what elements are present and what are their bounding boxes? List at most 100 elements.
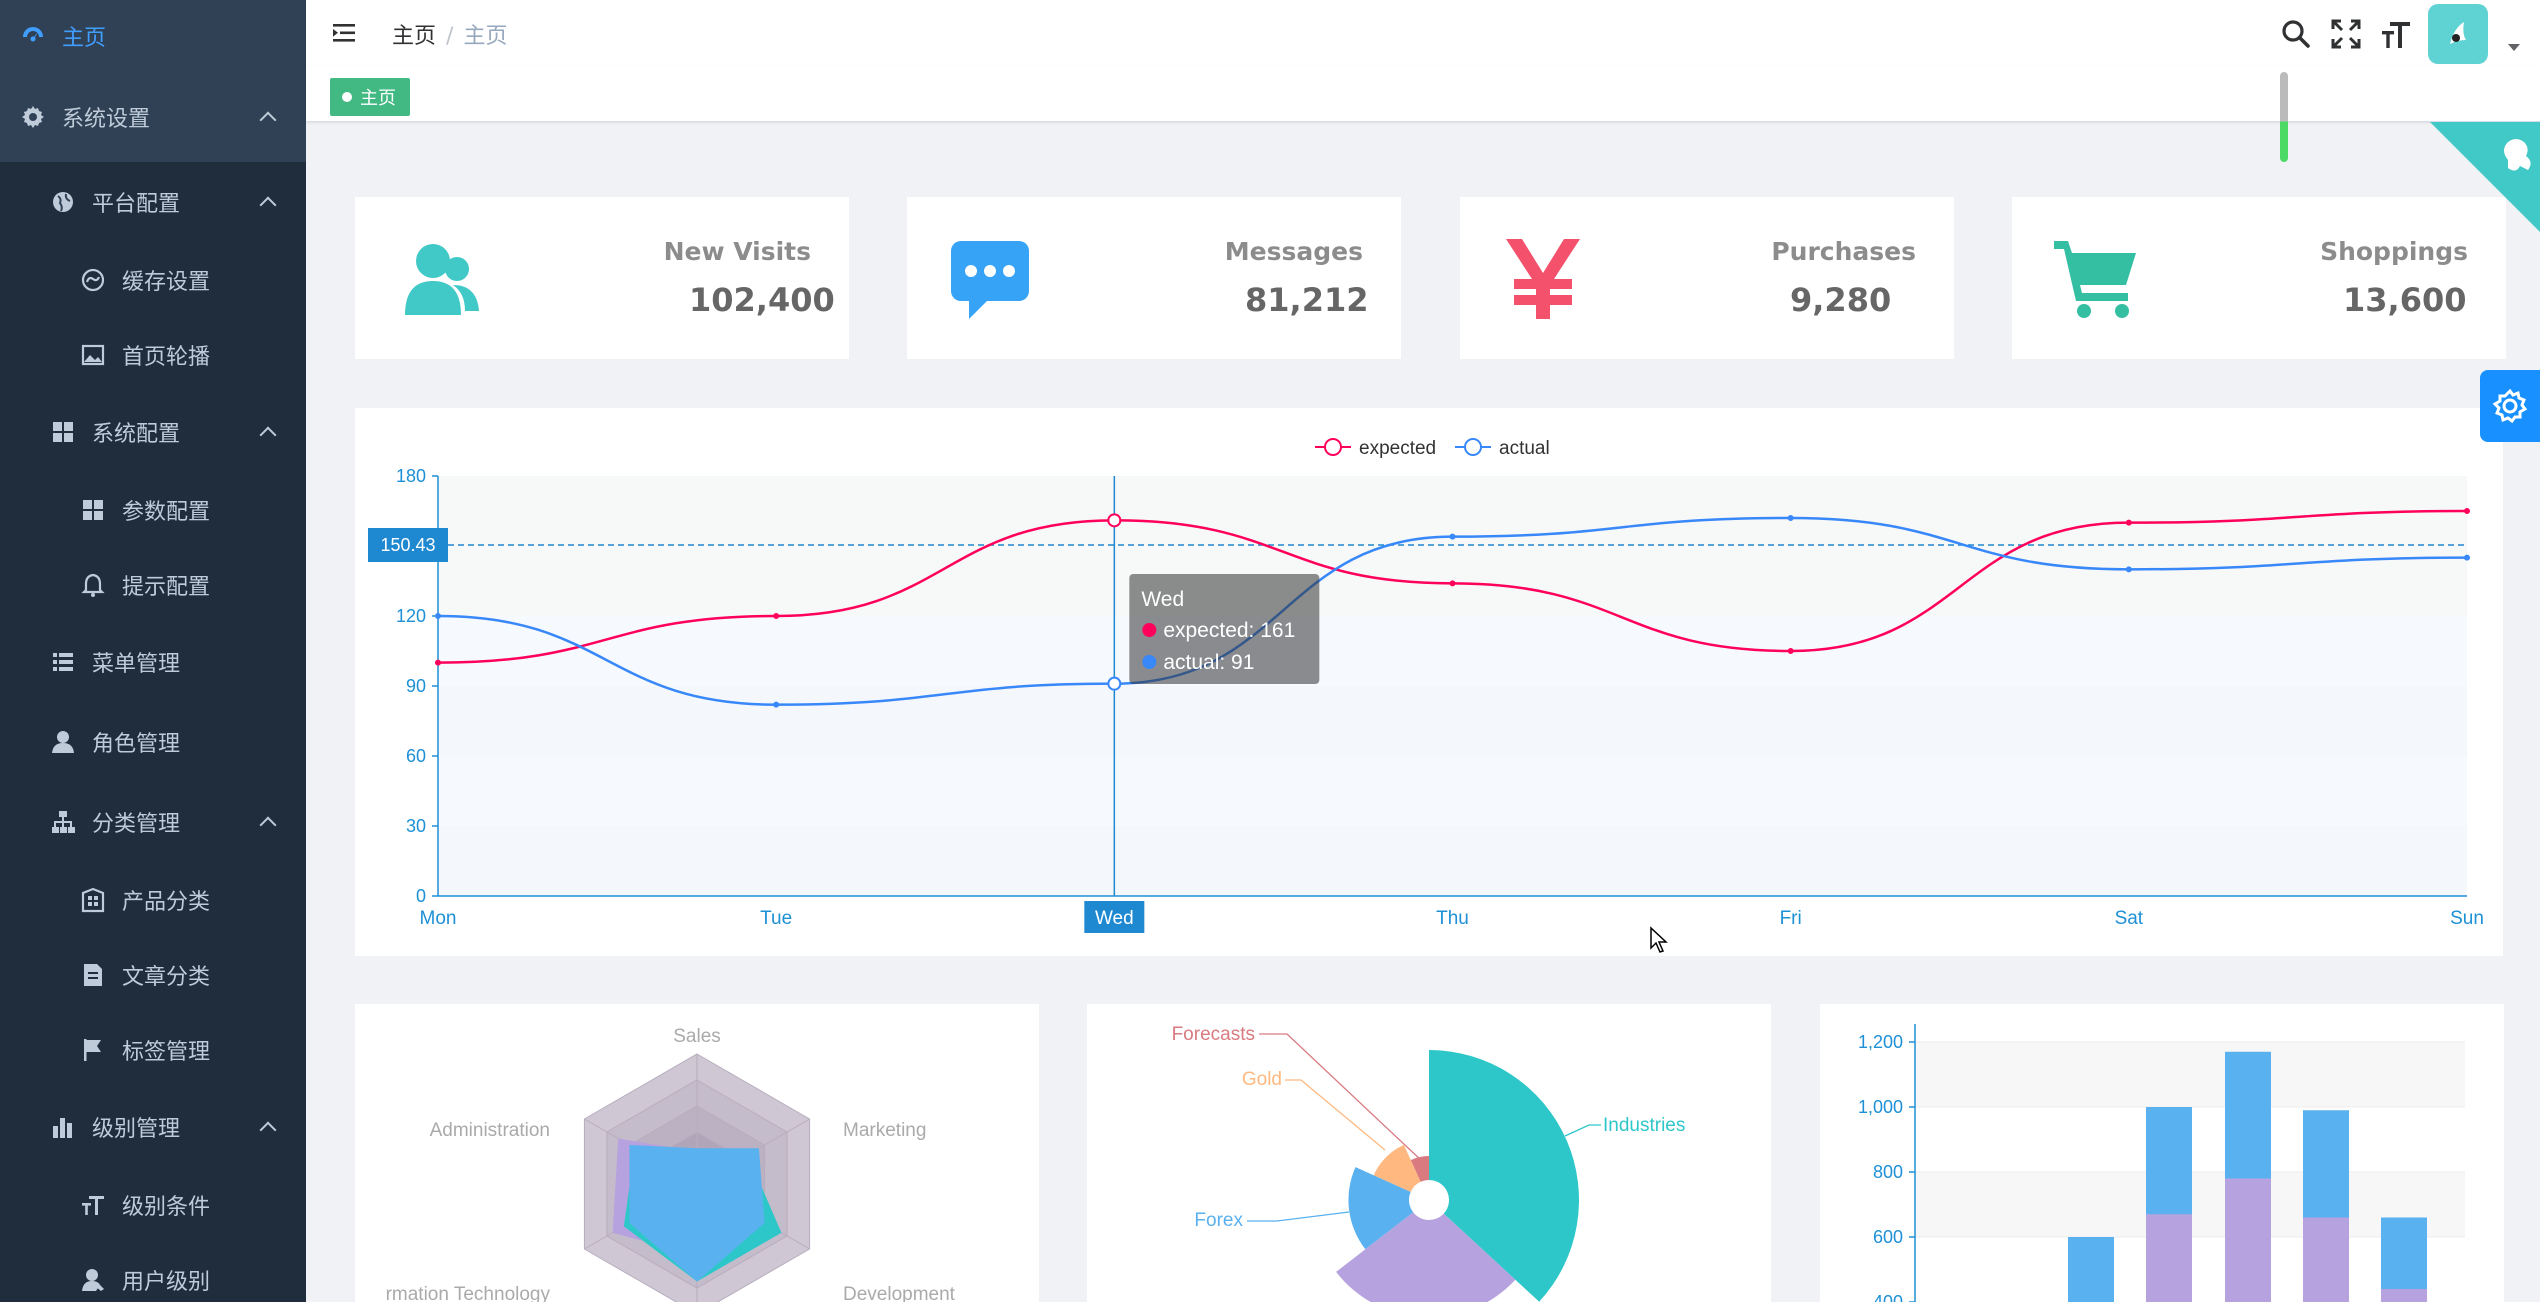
chevron-up-icon — [259, 426, 277, 444]
pie-label: Industries — [1603, 1115, 1685, 1136]
radar-chart[interactable]: Sales Administration Marketing rmation Tech… — [355, 1004, 1039, 1302]
pie-slice-forecasts — [1410, 1156, 1429, 1182]
avatar-icon — [2450, 22, 2466, 44]
sidebar-item-2[interactable]: 平台配置 — [0, 162, 306, 242]
pie-label: Forex — [1194, 1210, 1243, 1231]
sidebar-item-7[interactable]: 提示配置 — [0, 547, 306, 622]
chart-grid-band — [438, 616, 2467, 686]
github-corner-icon[interactable] — [2430, 122, 2540, 232]
data-point-expected — [2125, 519, 2132, 526]
y-crosshair-label: 150.43 — [380, 535, 435, 555]
x-tick-label: Thu — [1436, 908, 1469, 929]
caret-down-icon[interactable] — [2508, 44, 2520, 51]
data-point-expected — [773, 613, 780, 619]
gear-icon — [2492, 388, 2528, 424]
y-tick-label: 90 — [406, 676, 426, 696]
sidebar-item-label: 标签管理 — [122, 1039, 211, 1065]
document-icon — [80, 962, 106, 988]
pie-label-line — [1285, 1079, 1386, 1151]
sidebar-item-1[interactable]: 系统设置 — [0, 72, 306, 162]
tag-home[interactable]: 主页 — [330, 78, 410, 116]
sidebar-item-label: 用户级别 — [122, 1269, 211, 1295]
sidebar-item-label: 缓存设置 — [122, 269, 211, 295]
y-tick-label: 120 — [396, 606, 426, 626]
stat-card-value: 81,212 — [1245, 281, 1369, 319]
stat-card-value: 9,280 — [1790, 281, 1892, 319]
chevron-up-icon — [259, 196, 277, 214]
avatar[interactable] — [2428, 4, 2488, 64]
sidebar-item-0[interactable]: 主页 — [0, 0, 306, 72]
bar-y-tick-label: 1,200 — [1858, 1032, 1903, 1052]
tree-icon — [50, 809, 76, 835]
breadcrumb-item[interactable]: 主页 — [392, 24, 437, 49]
tooltip-line: actual: 91 — [1163, 651, 1254, 674]
sidebar-item-12[interactable]: 文章分类 — [0, 937, 306, 1012]
sidebar-item-label: 角色管理 — [92, 732, 181, 757]
sidebar-item-4[interactable]: 首页轮播 — [0, 317, 306, 392]
stat-card-purchases[interactable]: Purchases 9,280 — [1460, 197, 1954, 359]
stat-card-messages[interactable]: Messages 81,212 — [907, 197, 1401, 359]
user-level-icon — [80, 1267, 106, 1293]
search-icon[interactable] — [2280, 18, 2312, 50]
settings-button[interactable] — [2480, 370, 2540, 442]
sidebar-item-label: 级别管理 — [92, 1117, 181, 1142]
chevron-up-icon — [259, 816, 277, 834]
hamburger-icon[interactable] — [332, 20, 358, 46]
sidebar-item-11[interactable]: 产品分类 — [0, 862, 306, 937]
sidebar-item-15[interactable]: 级别条件 — [0, 1167, 306, 1242]
chart-grid-band — [438, 476, 2467, 616]
bar-grid-band — [1915, 1042, 2465, 1107]
radar-indicator-label: Administration — [430, 1120, 550, 1141]
sidebar-item-13[interactable]: 标签管理 — [0, 1012, 306, 1087]
message-icon — [947, 235, 1033, 321]
bar-y-tick-label: 400 — [1873, 1292, 1903, 1302]
pie-label: Forecasts — [1172, 1024, 1255, 1045]
y-crosshair-label-bg — [368, 527, 448, 562]
sidebar-item-label: 产品分类 — [122, 889, 211, 915]
data-point-expected — [1787, 648, 1794, 654]
chevron-up-icon — [259, 1121, 277, 1139]
stat-card-value: 13,600 — [2343, 281, 2467, 319]
stat-card-label: New Visits — [663, 237, 811, 266]
sidebar-item-8[interactable]: 菜单管理 — [0, 622, 306, 702]
sidebar-item-6[interactable]: 参数配置 — [0, 472, 306, 547]
line-chart[interactable]: 0306090120150180MonTueWedThuFriSatSun150… — [355, 408, 2503, 956]
data-point-actual — [773, 701, 780, 708]
sidebar-item-5[interactable]: 系统配置 — [0, 392, 306, 472]
globe-icon — [50, 189, 76, 215]
breadcrumb: 主页 / 主页 — [392, 18, 507, 50]
sidebar-item-14[interactable]: 级别管理 — [0, 1087, 306, 1167]
sidebar-item-label: 分类管理 — [92, 812, 181, 837]
font-size-icon — [80, 1192, 106, 1218]
bar-y-tick-label: 600 — [1873, 1227, 1903, 1247]
stat-card-shoppings[interactable]: Shoppings 13,600 — [2012, 197, 2506, 359]
sidebar-item-9[interactable]: 角色管理 — [0, 702, 306, 782]
bar-y-tick-label: 1,000 — [1858, 1097, 1903, 1117]
sidebar-item-10[interactable]: 分类管理 — [0, 782, 306, 862]
tooltip-title: Wed — [1141, 588, 1184, 611]
x-crosshair-label-bg — [1084, 901, 1145, 933]
pie-slice-technology — [1336, 1212, 1516, 1302]
tag-home-label: 主页 — [360, 88, 396, 109]
sidebar-item-label: 菜单管理 — [92, 652, 181, 677]
x-tick-label: Sat — [2115, 908, 2144, 929]
sidebar-item-label: 提示配置 — [122, 574, 211, 600]
sidebar-item-16[interactable]: 用户级别 — [0, 1242, 306, 1302]
pie-chart[interactable]: Forecasts Gold Industries Forex — [1087, 1004, 1771, 1302]
mouse-cursor-icon — [1650, 926, 1668, 953]
sidebar-item-3[interactable]: 缓存设置 — [0, 242, 306, 317]
bar-chart[interactable]: 400 600 800 1,000 1,200 — [1820, 1004, 2504, 1302]
font-size-icon[interactable] — [2380, 18, 2412, 50]
pie-slice-industries — [1429, 1050, 1579, 1302]
stat-card-new-visits[interactable]: New Visits 102,400 — [355, 197, 849, 359]
x-tick-label: Tue — [760, 908, 792, 929]
radar-indicator-label: Development — [843, 1284, 956, 1302]
tooltip-marker — [1142, 655, 1157, 669]
fullscreen-icon[interactable] — [2330, 18, 2362, 50]
bar-chart-icon — [50, 1114, 76, 1140]
legend-label-expected: expected — [1359, 438, 1436, 459]
bar-segment-lower — [2225, 1178, 2271, 1302]
y-tick-label: 180 — [396, 466, 426, 486]
pie-label-line — [1247, 1211, 1350, 1222]
tooltip-line: expected: 161 — [1163, 619, 1295, 642]
